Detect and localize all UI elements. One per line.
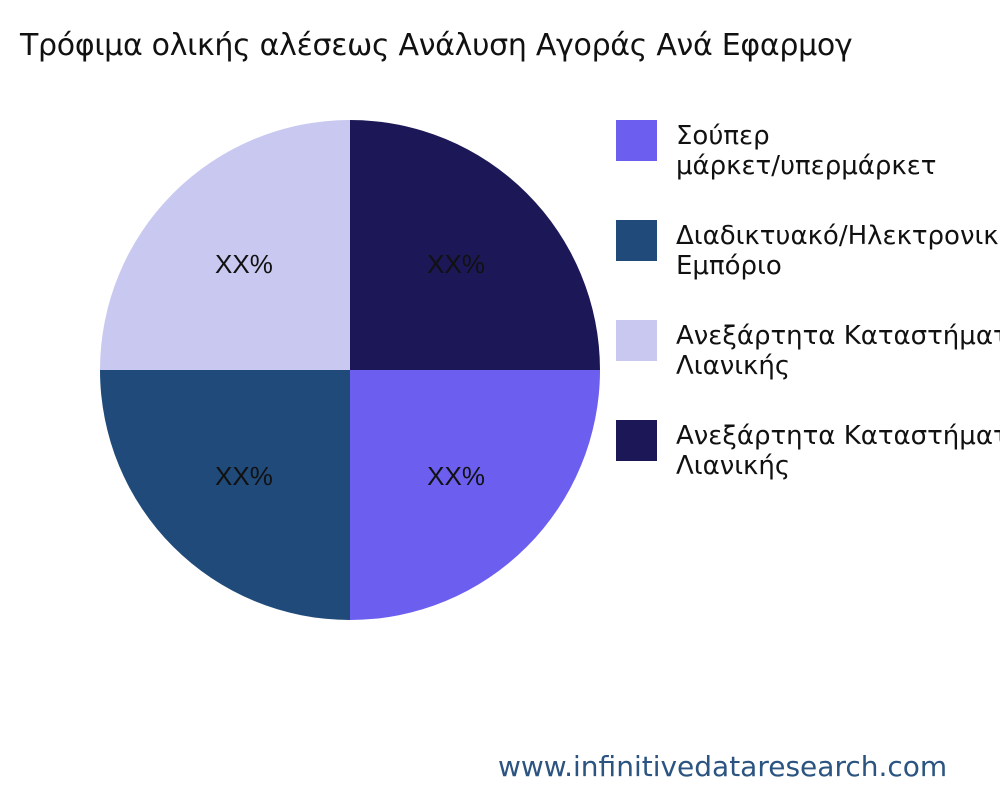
slice-data-label: XX% (427, 461, 485, 491)
legend-swatch (616, 120, 657, 161)
footer-url: www.infinitivedataresearch.com (498, 750, 948, 783)
slice-data-label: XX% (215, 249, 273, 279)
legend-swatch (616, 220, 657, 261)
legend-label-line: Λιανικής (676, 451, 791, 481)
legend-label-line: μάρκετ/υπερμάρκετ (676, 151, 937, 181)
legend-label: Ανεξάρτητα Καταστήματα Λιανικής (676, 421, 1000, 481)
legend-label: Ανεξάρτητα Καταστήματα Λιανικής (676, 321, 1000, 381)
legend-label-line: Σούπερ (676, 121, 770, 151)
slice-data-label: XX% (427, 249, 485, 279)
chart-title: Τρόφιμα ολικής αλέσεως Ανάλυση Αγοράς Αν… (20, 28, 853, 63)
legend-label-line: Ανεξάρτητα Καταστήματα (676, 421, 1000, 451)
legend-label-line: Διαδικτυακό/Ηλεκτρονικό (676, 221, 1000, 251)
slice-data-label: XX% (215, 461, 273, 491)
pie-slice[interactable] (350, 120, 600, 370)
legend-swatch (616, 420, 657, 461)
legend-swatch (616, 320, 657, 361)
legend-label-line: Εμπόριο (676, 251, 782, 281)
legend-label: Διαδικτυακό/Ηλεκτρονικό Εμπόριο (676, 221, 1000, 281)
legend-label-line: Ανεξάρτητα Καταστήματα (676, 321, 1000, 351)
legend-label: Σούπερ μάρκετ/υπερμάρκετ (676, 121, 1000, 181)
pie-slice[interactable] (100, 120, 350, 370)
pie-slice[interactable] (350, 370, 600, 620)
legend-label-line: Λιανικής (676, 351, 791, 381)
pie-slice[interactable] (100, 370, 350, 620)
